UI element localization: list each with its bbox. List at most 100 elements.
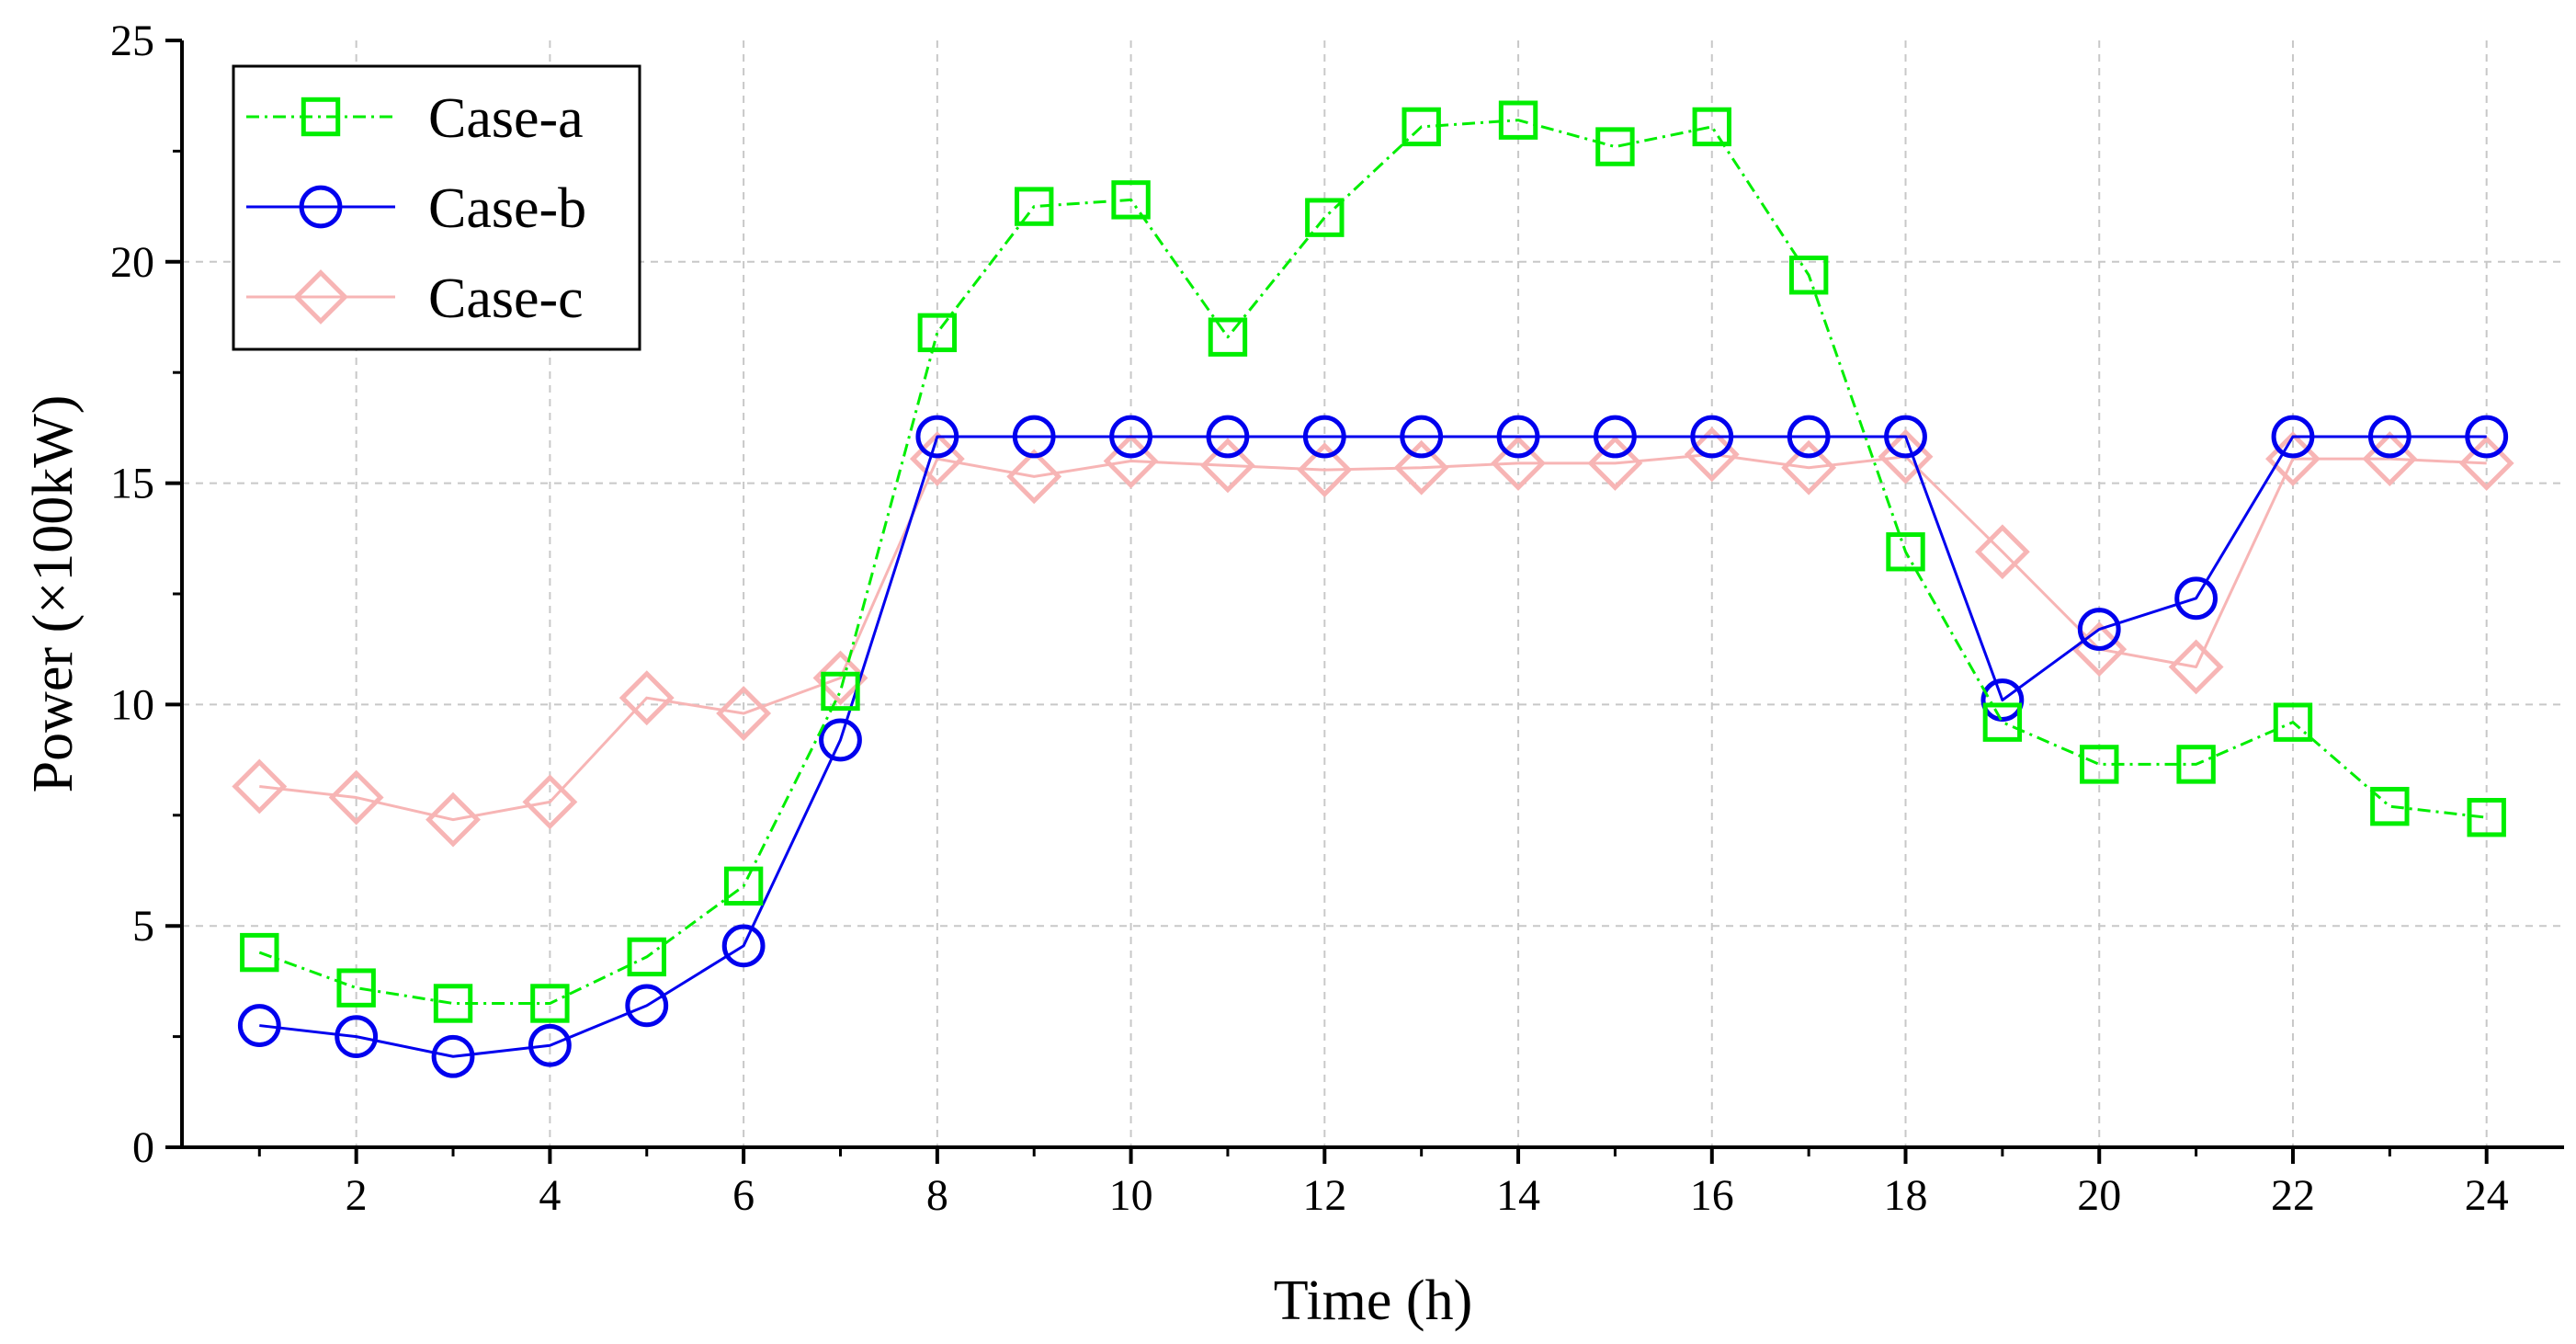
y-tick-label: 25 xyxy=(110,17,154,65)
y-tick-label: 20 xyxy=(110,238,154,287)
data-point-case-c xyxy=(1974,524,2030,580)
x-tick-label: 10 xyxy=(1109,1171,1153,1220)
data-point-case-a xyxy=(2176,745,2216,784)
data-point-case-a xyxy=(821,671,860,712)
data-point-case-b xyxy=(237,1004,281,1047)
data-point-case-b xyxy=(2174,576,2219,621)
data-point-case-c xyxy=(1006,449,1062,505)
series-case-b xyxy=(237,415,2509,1078)
data-point-case-a xyxy=(2080,745,2119,784)
data-point-case-a xyxy=(2273,702,2313,742)
y-axis-title: Power (×100kW) xyxy=(22,395,85,793)
data-point-case-c xyxy=(812,650,868,706)
data-point-case-b xyxy=(2367,415,2411,459)
data-point-case-b xyxy=(2077,608,2121,651)
data-point-case-a xyxy=(1982,702,2023,742)
data-point-case-a xyxy=(336,968,376,1008)
data-point-case-a xyxy=(1208,317,1248,357)
data-point-case-b xyxy=(1109,415,1152,459)
data-point-case-a xyxy=(917,313,958,353)
data-point-case-b xyxy=(1884,415,1927,459)
x-tick-label: 20 xyxy=(2077,1171,2121,1220)
y-tick-label: 10 xyxy=(110,680,154,729)
data-point-case-a xyxy=(1692,107,1731,147)
series-case-c xyxy=(232,427,2514,848)
x-tick-label: 16 xyxy=(1690,1171,1734,1220)
x-tick-label: 4 xyxy=(539,1171,561,1220)
y-tick-label: 5 xyxy=(132,902,154,951)
grid xyxy=(182,40,2564,1147)
data-point-case-a xyxy=(1886,532,1925,572)
legend-label: Case-a xyxy=(428,87,584,150)
legend: Case-a Case-b Case-c xyxy=(232,64,641,351)
x-tick-label: 12 xyxy=(1302,1171,1346,1220)
series-case-a xyxy=(240,100,2506,1023)
data-point-case-a xyxy=(1401,107,1441,147)
data-point-case-a xyxy=(1788,256,1829,295)
data-point-case-a xyxy=(240,932,279,973)
data-point-case-c xyxy=(1393,439,1449,495)
data-point-case-a xyxy=(1305,198,1345,237)
data-point-case-c xyxy=(2458,435,2514,491)
data-point-case-b xyxy=(528,1023,572,1067)
legend-label: Case-b xyxy=(428,177,586,240)
legend-marker xyxy=(293,269,348,325)
data-point-case-b xyxy=(915,415,959,459)
series-line-case-c xyxy=(259,452,2487,822)
data-point-case-c xyxy=(232,758,288,814)
data-point-case-c xyxy=(1587,435,1643,491)
x-tick-label: 2 xyxy=(346,1171,368,1220)
data-point-case-a xyxy=(2467,798,2506,837)
x-tick-label: 22 xyxy=(2271,1171,2315,1220)
data-point-case-c xyxy=(2168,639,2224,695)
data-point-case-c xyxy=(618,670,675,726)
data-point-case-a xyxy=(530,984,570,1023)
data-point-case-a xyxy=(1015,187,1054,226)
legend-marker xyxy=(299,185,343,229)
data-point-case-b xyxy=(1496,415,1540,459)
data-point-case-a xyxy=(627,937,666,977)
data-point-case-b xyxy=(1206,415,1250,459)
data-point-case-b xyxy=(431,1034,475,1078)
data-point-case-c xyxy=(522,774,578,830)
data-point-case-c xyxy=(1103,433,1159,489)
x-tick-label: 14 xyxy=(1496,1171,1540,1220)
y-tick-label: 0 xyxy=(132,1123,154,1172)
data-point-case-a xyxy=(1595,127,1635,166)
data-point-case-b xyxy=(1400,415,1444,459)
legend-marker xyxy=(301,97,341,137)
data-point-case-b xyxy=(1787,415,1831,459)
data-point-case-c xyxy=(1200,438,1255,494)
x-axis-title: Time (h) xyxy=(1274,1270,1472,1332)
legend-item-case-c: Case-c xyxy=(246,268,584,330)
series-line-case-b xyxy=(259,435,2487,1058)
legend-item-case-b: Case-b xyxy=(246,177,586,240)
x-tick-label: 24 xyxy=(2465,1171,2509,1220)
x-tick-label: 6 xyxy=(732,1171,755,1220)
data-point-case-b xyxy=(1302,415,1346,459)
data-point-case-a xyxy=(2370,786,2410,826)
legend-item-case-a: Case-a xyxy=(246,87,584,150)
data-point-case-b xyxy=(1594,415,1637,459)
data-point-case-c xyxy=(1297,442,1353,498)
data-point-case-c xyxy=(426,792,481,848)
data-point-case-b xyxy=(1690,415,1734,459)
data-point-case-b xyxy=(625,984,669,1028)
data-point-case-b xyxy=(819,718,862,762)
data-point-case-b xyxy=(721,924,766,968)
data-point-case-c xyxy=(716,686,772,741)
data-point-case-c xyxy=(1491,435,1546,491)
legend-label: Case-c xyxy=(428,268,584,330)
data-point-case-c xyxy=(328,769,384,826)
x-tick-label: 18 xyxy=(1884,1171,1928,1220)
data-point-case-b xyxy=(1980,678,2025,722)
data-point-case-b xyxy=(2271,415,2315,459)
series-lines xyxy=(232,100,2514,1078)
data-point-case-b xyxy=(335,1015,379,1058)
data-point-case-a xyxy=(1498,100,1538,140)
y-tick-label: 15 xyxy=(110,460,154,508)
x-tick-label: 8 xyxy=(926,1171,948,1220)
